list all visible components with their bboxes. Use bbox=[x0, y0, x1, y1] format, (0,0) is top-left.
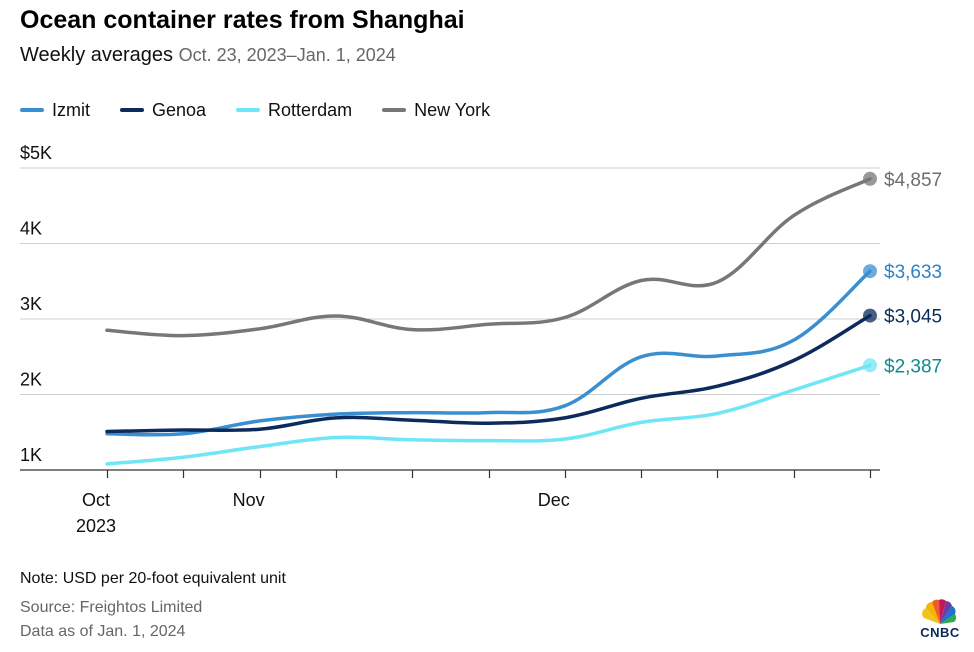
end-value-label-izmit: $3,633 bbox=[884, 262, 942, 283]
end-point-markers bbox=[863, 171, 877, 373]
x-tick-label: Nov bbox=[233, 490, 265, 510]
y-tick-label: 4K bbox=[20, 219, 42, 239]
logo-text: CNBC bbox=[920, 625, 960, 640]
grid-lines bbox=[20, 167, 880, 471]
series-lines bbox=[105, 177, 872, 466]
end-marker-genoa bbox=[863, 308, 877, 323]
y-tick-label: 3K bbox=[20, 294, 42, 314]
legend-item-rotterdam: Rotterdam bbox=[236, 100, 352, 121]
series-line-izmit bbox=[105, 269, 872, 437]
data-as-of-text: Data as of Jan. 1, 2024 bbox=[20, 623, 186, 640]
end-value-label-rotterdam: $2,387 bbox=[884, 356, 942, 377]
x-tick-label: Oct bbox=[82, 490, 110, 510]
footnote: Note: USD per 20-foot equivalent unit bbox=[20, 570, 286, 587]
x-tick-label: 2023 bbox=[76, 516, 116, 536]
subtitle-main: Weekly averages bbox=[20, 44, 174, 66]
legend-label-new-york: New York bbox=[414, 99, 491, 120]
end-value-label-genoa: $3,045 bbox=[884, 307, 942, 328]
legend: Izmit Genoa Rotterdam New York bbox=[20, 98, 520, 122]
legend-item-new-york: New York bbox=[382, 100, 490, 121]
legend-swatch-genoa bbox=[120, 108, 144, 112]
legend-swatch-izmit bbox=[20, 108, 44, 112]
line-chart: 1K 2K 3K 4K $5K Oct 2023 Nov Dec $4,857 $2,387 $3… bbox=[20, 143, 942, 536]
end-marker-izmit bbox=[863, 264, 877, 279]
end-value-labels: $4,857 $2,387 $3,633 $3,045 bbox=[884, 170, 942, 377]
legend-swatch-new-york bbox=[382, 108, 407, 112]
legend-label-genoa: Genoa bbox=[152, 99, 207, 120]
x-axis-ticks: Oct 2023 Nov Dec bbox=[76, 470, 872, 536]
series-line-new-york bbox=[105, 177, 872, 338]
y-tick-label: $5K bbox=[20, 143, 52, 163]
legend-item-genoa: Genoa bbox=[120, 100, 206, 121]
y-tick-label: 1K bbox=[20, 445, 42, 465]
chart-title: Ocean container rates from Shanghai bbox=[20, 6, 465, 34]
subtitle-date-range: Oct. 23, 2023–Jan. 1, 2024 bbox=[178, 45, 396, 65]
legend-item-izmit: Izmit bbox=[20, 100, 90, 121]
peacock-icon bbox=[922, 599, 957, 624]
legend-label-rotterdam: Rotterdam bbox=[268, 99, 353, 120]
y-tick-label: 2K bbox=[20, 370, 42, 390]
legend-swatch-rotterdam bbox=[236, 108, 261, 112]
end-marker-new-york bbox=[863, 171, 877, 186]
end-value-label-new-york: $4,857 bbox=[884, 170, 942, 191]
legend-label-izmit: Izmit bbox=[52, 99, 90, 120]
x-tick-label: Dec bbox=[538, 490, 570, 510]
cnbc-logo: CNBC bbox=[912, 598, 968, 642]
series-line-rotterdam bbox=[105, 363, 872, 466]
y-axis-tick-labels: 1K 2K 3K 4K $5K bbox=[20, 143, 52, 465]
end-marker-rotterdam bbox=[863, 358, 877, 373]
series-line-genoa bbox=[105, 313, 872, 434]
chart-subtitle: Weekly averages Oct. 23, 2023–Jan. 1, 20… bbox=[20, 44, 396, 67]
source-text: Source: Freightos Limited bbox=[20, 599, 203, 616]
